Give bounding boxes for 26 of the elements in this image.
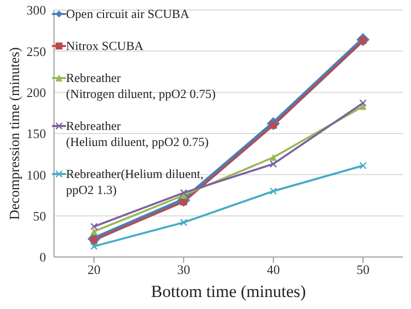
legend-label: Nitrox SCUBA xyxy=(66,38,144,54)
y-axis-title: Decompression time (minutes) xyxy=(8,46,23,220)
legend-label: Rebreather (Helium diluent, ppO2 0.75) xyxy=(66,118,209,150)
x-tick-label: 40 xyxy=(266,262,280,278)
y-tick-label: 50 xyxy=(33,208,46,224)
point xyxy=(90,228,98,235)
legend-label: Rebreather(Helium diluent, ppO2 1.3) xyxy=(66,166,204,198)
x-tick-label: 50 xyxy=(356,262,370,278)
y-tick-label: 100 xyxy=(26,167,46,182)
point xyxy=(90,242,98,250)
point xyxy=(360,162,366,170)
legend-label: Open circuit air SCUBA xyxy=(66,6,190,22)
point xyxy=(270,160,277,168)
x-tick-label: 20 xyxy=(88,262,100,278)
y-tick-label: 250 xyxy=(26,44,46,59)
y-tick-label: 300 xyxy=(26,2,46,18)
x-axis-title: Bottom time (minutes) xyxy=(151,282,306,301)
point xyxy=(270,154,277,161)
point xyxy=(180,218,188,226)
y-tick-label: 200 xyxy=(26,84,46,100)
point xyxy=(270,188,277,195)
point xyxy=(180,189,188,196)
y-tick-label: 0 xyxy=(40,250,46,265)
x-tick-label: 30 xyxy=(177,262,190,278)
legend-label: Rebreather (Nitrogen diluent, ppO2 0.75) xyxy=(66,70,216,102)
y-tick-label: 150 xyxy=(26,126,46,142)
